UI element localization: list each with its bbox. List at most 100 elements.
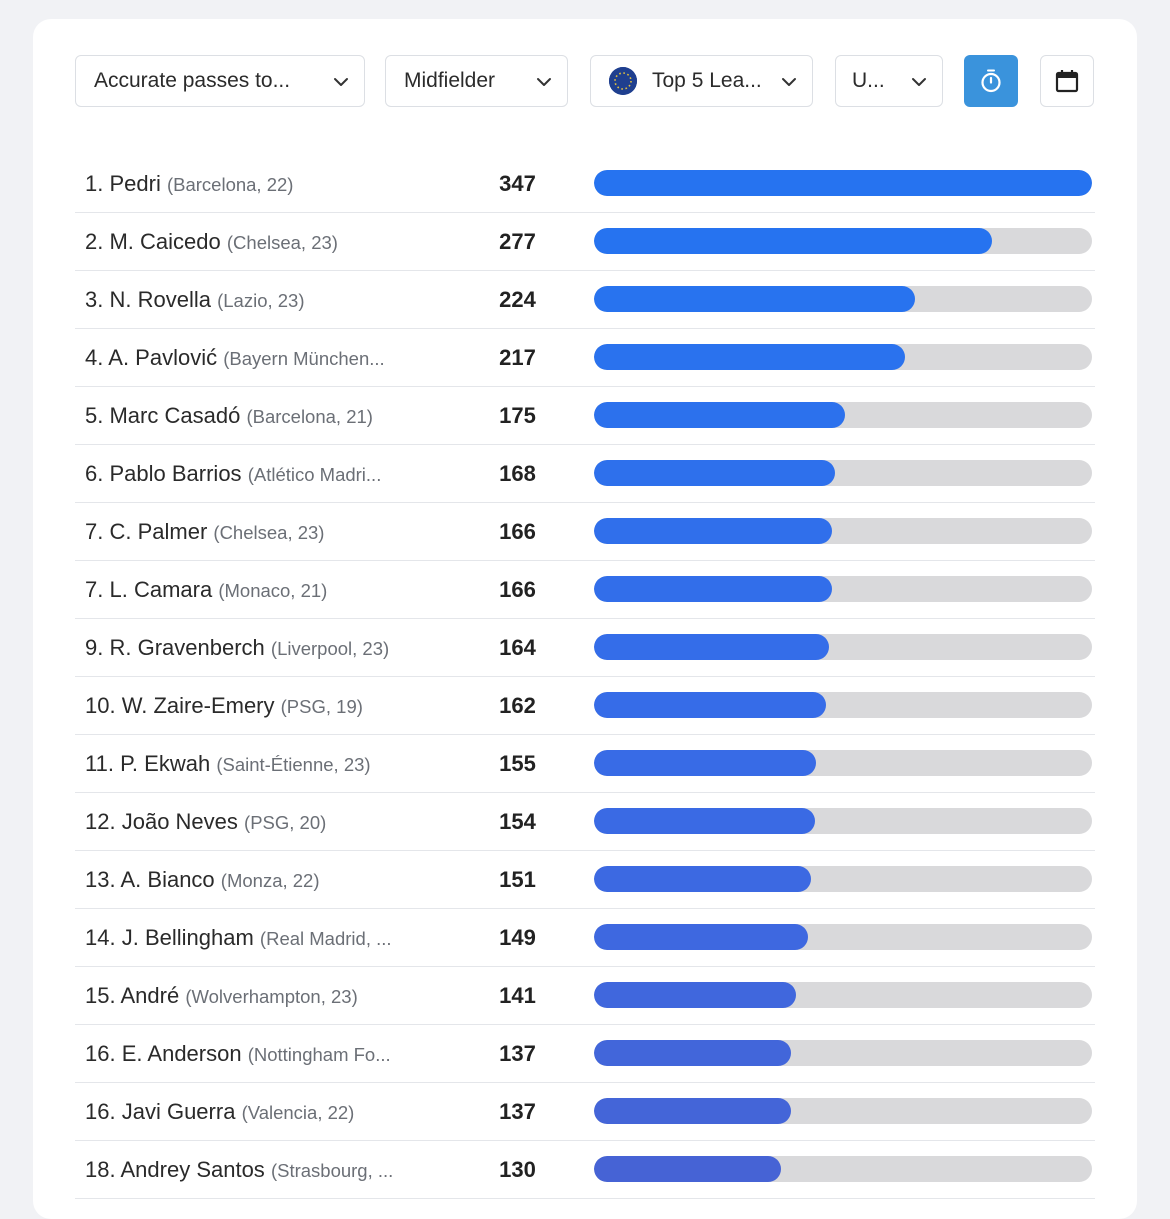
- position-dropdown-label: Midfielder: [404, 69, 496, 92]
- player-club-age: (Bayern München...: [223, 348, 385, 369]
- player-club-age: (Barcelona, 21): [246, 406, 373, 427]
- player-club-age: (Chelsea, 23): [226, 232, 338, 253]
- player-name[interactable]: Javi Guerra: [121, 1099, 236, 1124]
- player-club-age: (Barcelona, 22): [166, 174, 294, 195]
- player-rank: 5.: [85, 403, 104, 428]
- stat-value: 166: [499, 519, 536, 544]
- player-name[interactable]: R. Gravenberch: [109, 635, 265, 660]
- player-name-cell: 9. R. Gravenberch (Liverpool, 23): [85, 635, 435, 661]
- player-club-age: (Valencia, 22): [241, 1102, 355, 1123]
- player-club-age: (Nottingham Fo...: [247, 1044, 391, 1065]
- stat-dropdown[interactable]: Accurate passes to...: [75, 55, 365, 107]
- value-bar-fill: [594, 808, 815, 834]
- player-name[interactable]: W. Zaire-Emery: [121, 693, 275, 718]
- per-90-toggle-button[interactable]: [964, 55, 1018, 107]
- player-rank: 4.: [85, 345, 104, 370]
- europe-flag-icon: [609, 67, 637, 95]
- ranking-row[interactable]: 9. R. Gravenberch (Liverpool, 23) 164: [75, 619, 1095, 677]
- ranking-row[interactable]: 6. Pablo Barrios (Atlético Madri... 168: [75, 445, 1095, 503]
- player-name[interactable]: João Neves: [121, 809, 238, 834]
- ranking-row[interactable]: 7. C. Palmer (Chelsea, 23) 166: [75, 503, 1095, 561]
- ranking-row[interactable]: 3. N. Rovella (Lazio, 23) 224: [75, 271, 1095, 329]
- player-name[interactable]: Marc Casadó: [109, 403, 241, 428]
- stat-value: 137: [499, 1099, 536, 1124]
- stat-value: 162: [499, 693, 536, 718]
- value-bar-track: [594, 1098, 1092, 1124]
- player-name[interactable]: L. Camara: [109, 577, 213, 602]
- ranking-row[interactable]: 5. Marc Casadó (Barcelona, 21) 175: [75, 387, 1095, 445]
- player-rank: 14.: [85, 925, 116, 950]
- calendar-button[interactable]: [1040, 55, 1094, 107]
- player-name[interactable]: Pedri: [109, 171, 161, 196]
- player-name[interactable]: Pablo Barrios: [109, 461, 242, 486]
- player-name-cell: 3. N. Rovella (Lazio, 23): [85, 287, 435, 313]
- stopwatch-icon: [981, 69, 1001, 93]
- player-rank: 11.: [85, 751, 114, 776]
- ranking-row[interactable]: 10. W. Zaire-Emery (PSG, 19) 162: [75, 677, 1095, 735]
- player-name[interactable]: André: [120, 983, 180, 1008]
- value-bar-fill: [594, 170, 1092, 196]
- player-name[interactable]: Andrey Santos: [120, 1157, 265, 1182]
- player-club-age: (Saint-Étienne, 23): [216, 754, 371, 775]
- player-name[interactable]: E. Anderson: [121, 1041, 242, 1066]
- player-name-cell: 10. W. Zaire-Emery (PSG, 19): [85, 693, 435, 719]
- player-rank: 7.: [85, 519, 104, 544]
- player-name[interactable]: C. Palmer: [109, 519, 208, 544]
- value-bar-track: [594, 808, 1092, 834]
- value-bar-track: [594, 750, 1092, 776]
- player-name[interactable]: N. Rovella: [109, 287, 211, 312]
- stat-value: 347: [499, 171, 536, 196]
- ranking-row[interactable]: 1. Pedri (Barcelona, 22) 347: [75, 155, 1095, 213]
- value-bar-track: [594, 228, 1092, 254]
- player-name-cell: 14. J. Bellingham (Real Madrid, ...: [85, 925, 435, 951]
- stat-value: 175: [499, 403, 536, 428]
- ranking-row[interactable]: 16. Javi Guerra (Valencia, 22) 137: [75, 1083, 1095, 1141]
- player-name-cell: 7. L. Camara (Monaco, 21): [85, 577, 435, 603]
- chevron-down-icon: [334, 78, 348, 86]
- ranking-row[interactable]: 18. Andrey Santos (Strasbourg, ... 130: [75, 1141, 1095, 1199]
- age-dropdown-label: U...: [852, 69, 885, 92]
- player-rank: 10.: [85, 693, 116, 718]
- ranking-row[interactable]: 4. A. Pavlović (Bayern München... 217: [75, 329, 1095, 387]
- player-name[interactable]: P. Ekwah: [120, 751, 211, 776]
- stat-value: 149: [499, 925, 536, 950]
- ranking-row[interactable]: 16. E. Anderson (Nottingham Fo... 137: [75, 1025, 1095, 1083]
- ranking-row[interactable]: 13. A. Bianco (Monza, 22) 151: [75, 851, 1095, 909]
- position-dropdown[interactable]: Midfielder: [385, 55, 568, 107]
- ranking-row[interactable]: 7. L. Camara (Monaco, 21) 166: [75, 561, 1095, 619]
- player-club-age: (Real Madrid, ...: [259, 928, 392, 949]
- player-rank: 2.: [85, 229, 104, 254]
- value-bar-track: [594, 692, 1092, 718]
- player-name-cell: 18. Andrey Santos (Strasbourg, ...: [85, 1157, 435, 1183]
- ranking-row[interactable]: 12. João Neves (PSG, 20) 154: [75, 793, 1095, 851]
- ranking-row[interactable]: 2. M. Caicedo (Chelsea, 23) 277: [75, 213, 1095, 271]
- player-name-cell: 6. Pablo Barrios (Atlético Madri...: [85, 461, 435, 487]
- player-name-cell: 13. A. Bianco (Monza, 22): [85, 867, 435, 893]
- value-bar-track: [594, 460, 1092, 486]
- ranking-row[interactable]: 14. J. Bellingham (Real Madrid, ... 149: [75, 909, 1095, 967]
- value-bar-fill: [594, 402, 845, 428]
- value-bar-fill: [594, 286, 915, 312]
- player-name-cell: 1. Pedri (Barcelona, 22): [85, 171, 435, 197]
- player-name[interactable]: A. Pavlović: [108, 345, 218, 370]
- calendar-icon: [1055, 70, 1079, 93]
- value-bar-fill: [594, 518, 832, 544]
- value-bar-track: [594, 170, 1092, 196]
- age-dropdown[interactable]: U...: [835, 55, 943, 107]
- value-bar-track: [594, 576, 1092, 602]
- league-dropdown-label: Top 5 Lea...: [652, 69, 762, 92]
- value-bar-track: [594, 982, 1092, 1008]
- league-dropdown[interactable]: Top 5 Lea...: [590, 55, 813, 107]
- value-bar-fill: [594, 344, 905, 370]
- stat-value: 168: [499, 461, 536, 486]
- ranking-row[interactable]: 11. P. Ekwah (Saint-Étienne, 23) 155: [75, 735, 1095, 793]
- player-name[interactable]: A. Bianco: [120, 867, 215, 892]
- value-bar-fill: [594, 460, 835, 486]
- player-name[interactable]: M. Caicedo: [109, 229, 221, 254]
- ranking-row[interactable]: 15. André (Wolverhampton, 23) 141: [75, 967, 1095, 1025]
- stat-dropdown-label: Accurate passes to...: [94, 69, 291, 92]
- value-bar-fill: [594, 1156, 781, 1182]
- value-bar-track: [594, 1156, 1092, 1182]
- player-name[interactable]: J. Bellingham: [121, 925, 254, 950]
- stat-value: 137: [499, 1041, 536, 1066]
